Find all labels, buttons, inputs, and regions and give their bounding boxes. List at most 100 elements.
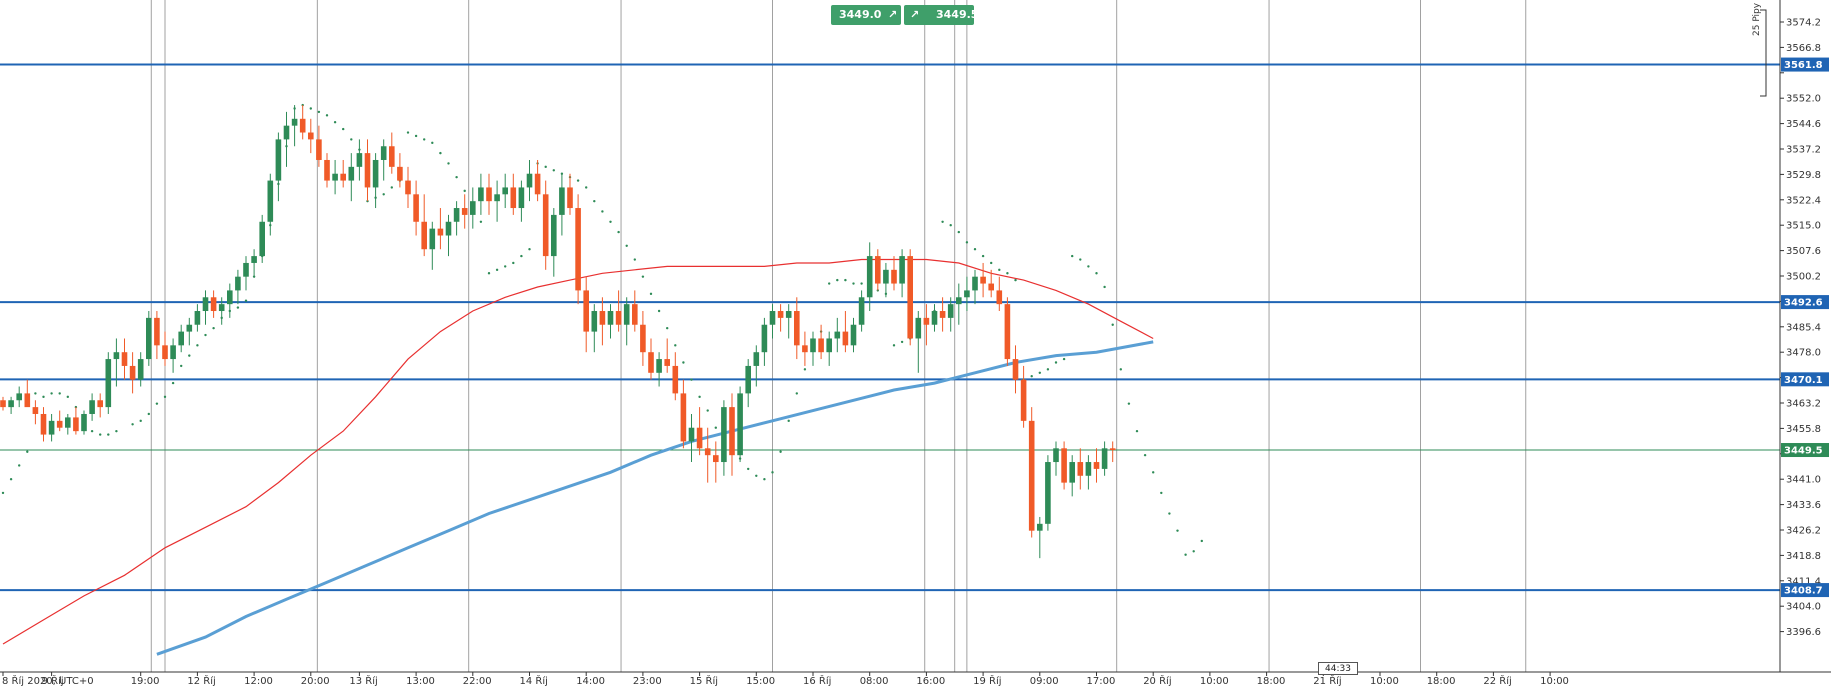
price-axis[interactable]: 3574.2 3566.8 3552.0 3544.6 3537.2 3529.8 3522… [1780,18,1821,639]
candle-body [356,153,363,167]
candle-body [445,221,452,236]
candle [0,396,6,411]
candle-body [308,132,314,140]
candle-body [413,194,419,222]
sell-button[interactable]: 3449.0 ↗ [831,5,901,25]
candle-body [364,153,371,188]
psar-dot [74,405,78,409]
candle [964,276,970,312]
psar-dot [504,265,507,268]
psar-dot [18,464,21,467]
psar-dot [1135,429,1139,433]
candle-body [105,359,112,408]
candle [923,304,930,346]
time-tick-label: 10:00 [1200,676,1229,687]
price-tag-label: 3408.7 [1784,586,1823,597]
candle-body [113,352,120,360]
candle-body [470,201,476,215]
candle-body [259,221,265,257]
price-tag-bg [1781,443,1829,458]
candle [113,338,120,387]
candle-body [729,407,735,456]
candle-body [348,166,355,181]
price-tick-label: 3433.6 [1786,500,1821,511]
buy-button[interactable]: ↗ 3449.5 [904,5,978,25]
candle-body [291,118,298,126]
psar-dot [957,230,960,234]
moving-average-fast-line [2,258,1154,645]
price-tick-label: 3522.4 [1786,195,1821,206]
candle-body [1085,462,1092,476]
candles [0,105,1116,559]
time-axis[interactable]: 8 Říj 2020, UTC+09 Říj 19:00 12 Říj 12:00 20… [2,672,1569,687]
candle-body [510,187,517,209]
psar-dot [552,169,555,172]
time-tick-label: 20 Říj [1143,674,1171,687]
price-tags: 3561.8 3492.6 3470.1 3408.7 3449.5 [1781,57,1829,598]
candle-body [40,413,47,435]
candle-body [769,311,776,325]
psar-dot [163,395,167,399]
candle [769,304,776,339]
candle [1045,455,1051,531]
candle-body [607,311,614,325]
psar-dot [1103,285,1106,289]
psar-dot [990,261,993,265]
candle [729,393,735,476]
candle [996,276,1003,312]
candle-body [866,256,873,298]
candle-body [421,221,427,250]
candle-body [186,324,193,332]
psar-dot [625,244,628,247]
price-tag: 3492.6 [1781,295,1829,310]
candle-body [559,187,565,215]
candle [656,352,662,387]
candle [235,269,241,305]
psar-dot [949,224,952,227]
psar-dot [147,412,150,416]
candle-body [437,228,444,236]
candle [332,159,338,195]
price-tick-label: 3574.2 [1786,18,1821,29]
psar-dot [66,395,70,399]
candle [1061,441,1067,490]
candle-body [551,214,557,257]
price-tick-label: 3529.8 [1786,170,1821,181]
candle-body [81,413,87,432]
candle-body [1004,304,1011,360]
psar-dot [633,258,636,261]
psar-dot [617,230,620,234]
candle-body [24,393,31,408]
candle [16,386,22,408]
candle [1109,441,1116,463]
candle-body [461,208,468,215]
candle [664,338,670,373]
candle-body [1028,420,1035,531]
candle-body [656,359,662,373]
moving-average-slow-line [156,340,1154,656]
candle [826,331,832,366]
candle [907,249,913,346]
candle-body [227,290,233,305]
candle [210,290,217,318]
candle [980,262,986,298]
time-tick-label: 13:00 [406,676,435,687]
candle-body [389,146,395,167]
time-tick-label: 10:00 [1370,676,1399,687]
psar-dot [763,478,766,481]
psar-dot [747,467,750,471]
candle-body [170,345,176,360]
psar-dot [479,220,483,223]
psar-dot [528,248,531,251]
psar-dot [342,127,345,131]
arrow-up-right-icon: ↗ [910,8,920,21]
horizontal-levels[interactable] [0,63,1780,592]
candle [559,173,565,236]
psar-dot [1030,375,1033,378]
candle [243,256,249,291]
candle [429,221,436,270]
price-tag-bg [1781,372,1829,387]
candle [623,297,630,346]
candle-body [623,304,630,325]
